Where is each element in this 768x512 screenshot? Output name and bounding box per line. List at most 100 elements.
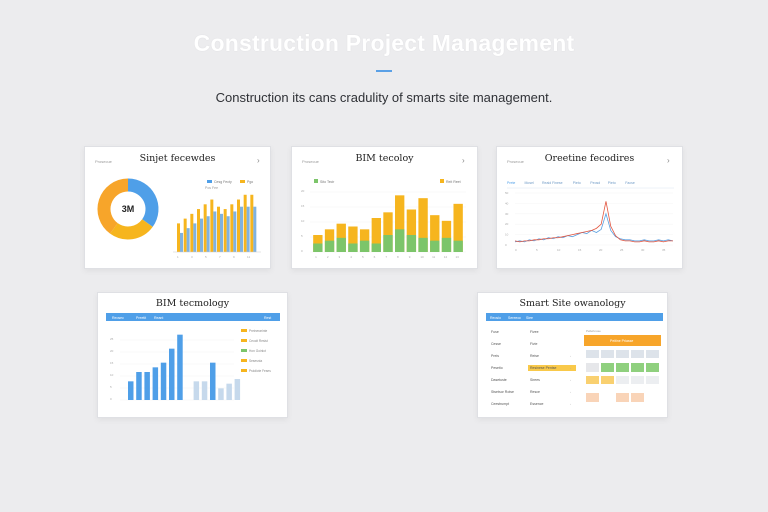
legend-swatch (207, 180, 212, 183)
bar (177, 223, 180, 252)
card-oreetine[interactable]: Prosecue Oreetine fecodires › Prete Mosel… (496, 146, 683, 269)
bar (336, 223, 346, 252)
bar (418, 198, 428, 252)
row-value: Sirees (530, 378, 540, 382)
tick-label: 10 (557, 248, 561, 252)
bar (348, 243, 358, 252)
series-line (514, 212, 674, 243)
tab-label: Peosd (590, 181, 600, 185)
tick-label: 30 (641, 248, 645, 252)
bar (441, 237, 452, 252)
bar (453, 240, 463, 252)
row-mark: › (570, 378, 571, 382)
bar (206, 216, 210, 252)
tick-label: 15 (578, 248, 582, 252)
row-label: Pesetio (491, 366, 503, 370)
grid-cell (631, 350, 644, 358)
card-tag: Prosecue (302, 159, 319, 164)
card-smart-site[interactable]: Smart Site owanology Reosio Sereeoc Siee Fu… (477, 292, 668, 418)
tick-label: 1 (315, 255, 317, 259)
bar (177, 334, 183, 400)
grid-cell (631, 393, 644, 402)
donut-center-label: 3M (121, 204, 135, 214)
row-mark: › (570, 366, 571, 370)
chevron-right-icon[interactable]: › (257, 156, 260, 165)
row-label: Fuse (491, 330, 499, 334)
bar (395, 195, 405, 252)
bar (234, 379, 241, 400)
row-label: Cesse (491, 342, 501, 346)
table-header (486, 313, 663, 321)
tick-label: 7 (385, 255, 387, 259)
grid-cell (616, 350, 629, 358)
tick-label: 3 (339, 255, 341, 259)
row-value: Reise (530, 354, 539, 358)
grid-cell (601, 350, 614, 358)
legend-swatch (314, 179, 318, 183)
bar (253, 206, 257, 252)
legend-label: Reit Reet (446, 180, 461, 184)
row-label: Dasetuste (491, 378, 507, 382)
grid-cell (646, 350, 659, 358)
bar (237, 199, 240, 252)
grid-cell (646, 393, 659, 402)
bar (240, 206, 243, 252)
card-title: Oreetine fecodires (544, 153, 635, 164)
card-tag: Prosecue (95, 159, 112, 164)
tab-label: Reosec (112, 316, 124, 320)
tick-label: 30 (505, 212, 509, 216)
bar (226, 383, 232, 400)
tab-bar (106, 313, 280, 321)
legend-label: Pstoliote Feses (249, 369, 271, 373)
tick-label: 20 (599, 248, 603, 252)
card-sinjet[interactable]: Prosecue Sinjet fecewdes › Cesg Fecty Pgo… (84, 146, 271, 269)
row-value: Fivie (530, 342, 537, 346)
row-value: Resce (530, 390, 540, 394)
bar (190, 213, 194, 252)
bar (383, 235, 393, 252)
action-label: Peitine Priasse (610, 339, 633, 343)
card-title: Sinjet fecewdes (139, 153, 216, 164)
card-tag: Prosecue (507, 159, 524, 164)
row-highlight (528, 365, 576, 371)
bar (128, 381, 134, 400)
card-bim-1[interactable]: Prosecue BIM tecoloy › Sito Tecir Reit Re… (291, 146, 478, 269)
tick-label: 5 (110, 385, 112, 389)
grid-cell (586, 393, 599, 402)
legend-label: Ceocit Resist (249, 339, 268, 343)
tick-label: 20 (110, 349, 114, 353)
bar (197, 209, 200, 252)
block-label: Pellehnose (586, 329, 601, 333)
bar (430, 215, 440, 252)
bar (203, 204, 207, 252)
row-label: Ceestrumpt (491, 402, 509, 406)
tab-label: Prete (507, 181, 515, 185)
bar (144, 372, 150, 400)
legend-swatch (241, 329, 247, 332)
chevron-right-icon[interactable]: › (667, 156, 670, 165)
page-title: Construction Project Management (193, 30, 575, 56)
bar (200, 218, 203, 252)
tick-label: 0 (110, 397, 112, 401)
card-title: Smart Site owanology (519, 298, 626, 309)
tick-label: 11 (247, 255, 250, 259)
tab-label: Facse (625, 181, 635, 185)
row-mark: › (570, 402, 571, 406)
tick-label: 10 (505, 233, 509, 237)
card-bim-2[interactable]: BIM tecmology Reosec Preetit Reant Rest 0 5 10… (97, 292, 288, 418)
series-line (514, 201, 673, 243)
legend-label: Cesg Fecty (214, 180, 232, 184)
tick-label: 8 (397, 255, 399, 259)
bar (336, 237, 346, 252)
tick-label: 13 (455, 255, 459, 259)
tick-label: 50 (505, 191, 509, 195)
grid-cell (601, 376, 614, 384)
bar (250, 194, 254, 252)
legend-label: Pos Fee (205, 186, 218, 190)
bar (418, 237, 428, 252)
legend-swatch (241, 369, 247, 372)
grid-cell (586, 350, 599, 358)
bar (233, 211, 237, 252)
chevron-right-icon[interactable]: › (462, 156, 465, 165)
